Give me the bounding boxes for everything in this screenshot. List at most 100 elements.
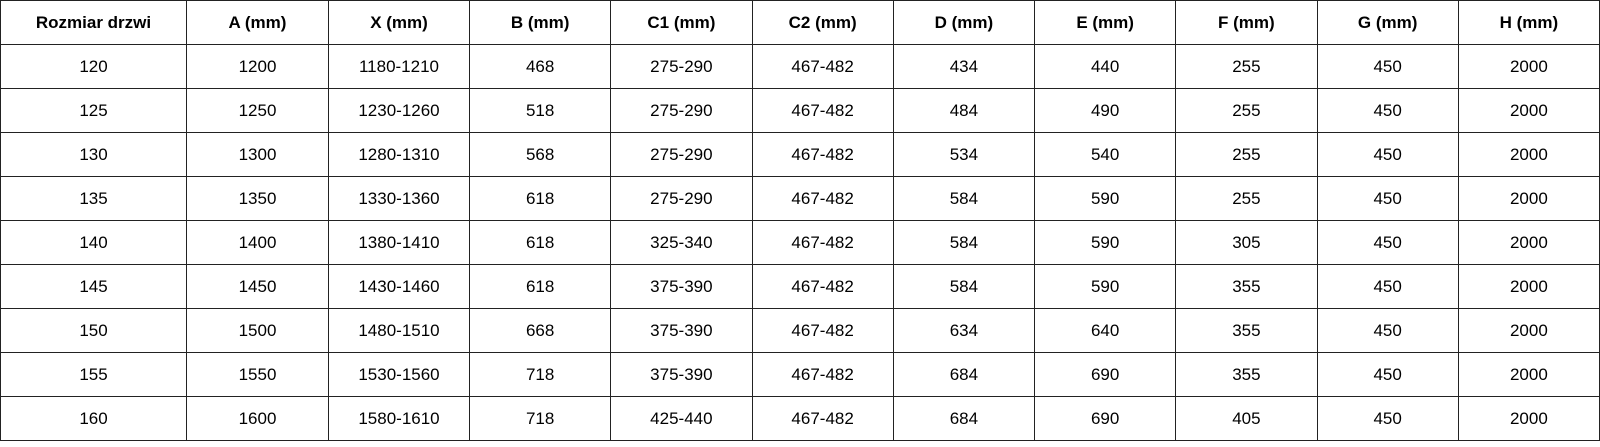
table-cell: 440 xyxy=(1033,44,1177,89)
table-cell: 450 xyxy=(1316,132,1459,177)
table-cell: 1550 xyxy=(186,352,329,397)
table-cell: 275-290 xyxy=(610,176,753,221)
table-cell: 568 xyxy=(468,132,612,177)
table-cell: 668 xyxy=(468,308,612,353)
table-cell: 1300 xyxy=(186,132,329,177)
table-row: 160 1600 1580-1610 718 425-440 467-482 684 690 4… xyxy=(0,396,1600,441)
table-cell: 150 xyxy=(0,308,187,353)
table-cell: 2000 xyxy=(1457,396,1600,441)
table-cell: 467-482 xyxy=(751,220,894,265)
table-cell: 1450 xyxy=(186,264,329,309)
table-cell: 2000 xyxy=(1457,132,1600,177)
table-cell: 355 xyxy=(1175,264,1318,309)
table-cell: 590 xyxy=(1033,176,1177,221)
header-row: Rozmiar drzwi A (mm) X (mm) B (mm) C1 (mm) C2… xyxy=(0,0,1600,45)
table-cell: 1280-1310 xyxy=(328,132,470,177)
table-cell: 484 xyxy=(892,88,1036,133)
column-header: X (mm) xyxy=(328,0,470,45)
table-cell: 1530-1560 xyxy=(328,352,470,397)
table-cell: 467-482 xyxy=(751,132,894,177)
table-cell: 160 xyxy=(0,396,187,441)
table-cell: 2000 xyxy=(1457,220,1600,265)
table-cell: 275-290 xyxy=(610,88,753,133)
table-cell: 450 xyxy=(1316,176,1459,221)
table-cell: 618 xyxy=(468,176,612,221)
table-cell: 518 xyxy=(468,88,612,133)
table-cell: 467-482 xyxy=(751,44,894,89)
table-cell: 1350 xyxy=(186,176,329,221)
column-header: G (mm) xyxy=(1316,0,1459,45)
table-cell: 255 xyxy=(1175,132,1318,177)
table-cell: 1180-1210 xyxy=(328,44,470,89)
table-cell: 120 xyxy=(0,44,187,89)
table-cell: 1600 xyxy=(186,396,329,441)
table-cell: 255 xyxy=(1175,88,1318,133)
table-cell: 467-482 xyxy=(751,176,894,221)
column-header: B (mm) xyxy=(468,0,612,45)
table-cell: 467-482 xyxy=(751,352,894,397)
table-cell: 135 xyxy=(0,176,187,221)
table-cell: 275-290 xyxy=(610,132,753,177)
table-row: 135 1350 1330-1360 618 275-290 467-482 584 590 2… xyxy=(0,176,1600,221)
table-cell: 467-482 xyxy=(751,308,894,353)
table-cell: 450 xyxy=(1316,220,1459,265)
column-header: Rozmiar drzwi xyxy=(0,0,187,45)
table-cell: 584 xyxy=(892,220,1036,265)
table-cell: 1500 xyxy=(186,308,329,353)
table-cell: 305 xyxy=(1175,220,1318,265)
column-header: C1 (mm) xyxy=(610,0,753,45)
table-cell: 467-482 xyxy=(751,264,894,309)
table-cell: 355 xyxy=(1175,308,1318,353)
table-cell: 684 xyxy=(892,352,1036,397)
table-cell: 450 xyxy=(1316,264,1459,309)
table-cell: 130 xyxy=(0,132,187,177)
table-row: 150 1500 1480-1510 668 375-390 467-482 634 640 3… xyxy=(0,308,1600,353)
table-cell: 634 xyxy=(892,308,1036,353)
table-cell: 468 xyxy=(468,44,612,89)
table-cell: 467-482 xyxy=(751,396,894,441)
table-cell: 1230-1260 xyxy=(328,88,470,133)
table-cell: 718 xyxy=(468,396,612,441)
table-cell: 584 xyxy=(892,264,1036,309)
table-cell: 255 xyxy=(1175,176,1318,221)
column-header: E (mm) xyxy=(1033,0,1177,45)
table-cell: 450 xyxy=(1316,308,1459,353)
table-row: 120 1200 1180-1210 468 275-290 467-482 434 440 2… xyxy=(0,44,1600,89)
table-cell: 155 xyxy=(0,352,187,397)
table-cell: 1380-1410 xyxy=(328,220,470,265)
table-cell: 425-440 xyxy=(610,396,753,441)
table-cell: 375-390 xyxy=(610,308,753,353)
table-cell: 690 xyxy=(1033,352,1177,397)
table-cell: 375-390 xyxy=(610,264,753,309)
table-cell: 590 xyxy=(1033,264,1177,309)
column-header: A (mm) xyxy=(186,0,329,45)
table-cell: 145 xyxy=(0,264,187,309)
table-row: 130 1300 1280-1310 568 275-290 467-482 534 540 2… xyxy=(0,132,1600,177)
table-cell: 355 xyxy=(1175,352,1318,397)
table-cell: 1400 xyxy=(186,220,329,265)
table-cell: 140 xyxy=(0,220,187,265)
table-cell: 375-390 xyxy=(610,352,753,397)
table-cell: 540 xyxy=(1033,132,1177,177)
table-cell: 434 xyxy=(892,44,1036,89)
table-cell: 1580-1610 xyxy=(328,396,470,441)
table-cell: 1200 xyxy=(186,44,329,89)
table-cell: 2000 xyxy=(1457,176,1600,221)
table-cell: 690 xyxy=(1033,396,1177,441)
table-row: 155 1550 1530-1560 718 375-390 467-482 684 690 3… xyxy=(0,352,1600,397)
table-cell: 640 xyxy=(1033,308,1177,353)
table-cell: 467-482 xyxy=(751,88,894,133)
column-header: D (mm) xyxy=(892,0,1036,45)
table-cell: 1250 xyxy=(186,88,329,133)
table-cell: 2000 xyxy=(1457,44,1600,89)
table-row: 145 1450 1430-1460 618 375-390 467-482 584 590 3… xyxy=(0,264,1600,309)
table-cell: 1480-1510 xyxy=(328,308,470,353)
table-cell: 2000 xyxy=(1457,264,1600,309)
table-cell: 450 xyxy=(1316,352,1459,397)
column-header: C2 (mm) xyxy=(751,0,894,45)
table-cell: 1430-1460 xyxy=(328,264,470,309)
table-cell: 618 xyxy=(468,264,612,309)
table-cell: 584 xyxy=(892,176,1036,221)
column-header: F (mm) xyxy=(1175,0,1318,45)
table-cell: 590 xyxy=(1033,220,1177,265)
